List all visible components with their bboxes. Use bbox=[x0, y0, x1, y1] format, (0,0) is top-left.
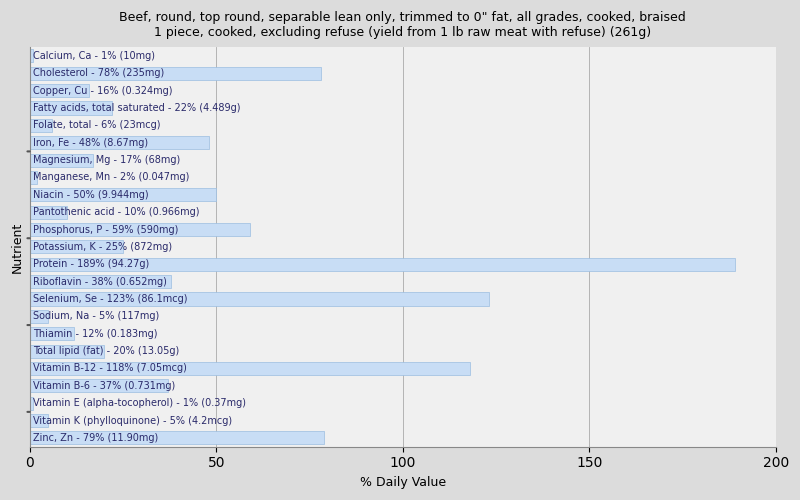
Bar bbox=[30, 50, 34, 62]
Text: Vitamin K (phylloquinone) - 5% (4.2mcg): Vitamin K (phylloquinone) - 5% (4.2mcg) bbox=[34, 416, 233, 426]
Bar bbox=[30, 240, 123, 254]
Bar bbox=[30, 67, 321, 80]
Y-axis label: Nutrient: Nutrient bbox=[11, 222, 24, 272]
Text: Protein - 189% (94.27g): Protein - 189% (94.27g) bbox=[34, 260, 150, 270]
Text: Copper, Cu - 16% (0.324mg): Copper, Cu - 16% (0.324mg) bbox=[34, 86, 173, 96]
Text: Vitamin B-6 - 37% (0.731mg): Vitamin B-6 - 37% (0.731mg) bbox=[34, 381, 176, 391]
Bar bbox=[30, 380, 168, 392]
Bar bbox=[30, 102, 112, 114]
Bar bbox=[30, 414, 48, 427]
Text: Calcium, Ca - 1% (10mg): Calcium, Ca - 1% (10mg) bbox=[34, 51, 155, 61]
Text: Fatty acids, total saturated - 22% (4.489g): Fatty acids, total saturated - 22% (4.48… bbox=[34, 103, 241, 113]
Text: Zinc, Zn - 79% (11.90mg): Zinc, Zn - 79% (11.90mg) bbox=[34, 433, 158, 443]
Text: Vitamin B-12 - 118% (7.05mcg): Vitamin B-12 - 118% (7.05mcg) bbox=[34, 364, 187, 374]
Text: Niacin - 50% (9.944mg): Niacin - 50% (9.944mg) bbox=[34, 190, 149, 200]
Bar bbox=[30, 310, 48, 323]
Bar bbox=[30, 292, 489, 306]
Bar bbox=[30, 171, 37, 184]
Text: Total lipid (fat) - 20% (13.05g): Total lipid (fat) - 20% (13.05g) bbox=[34, 346, 180, 356]
Text: Sodium, Na - 5% (117mg): Sodium, Na - 5% (117mg) bbox=[34, 312, 160, 322]
Text: Potassium, K - 25% (872mg): Potassium, K - 25% (872mg) bbox=[34, 242, 173, 252]
Bar bbox=[30, 432, 324, 444]
Bar bbox=[30, 154, 93, 166]
Bar bbox=[30, 188, 216, 202]
Text: Thiamin - 12% (0.183mg): Thiamin - 12% (0.183mg) bbox=[34, 328, 158, 338]
Bar bbox=[30, 275, 171, 288]
X-axis label: % Daily Value: % Daily Value bbox=[360, 476, 446, 489]
Text: Iron, Fe - 48% (8.67mg): Iron, Fe - 48% (8.67mg) bbox=[34, 138, 149, 147]
Text: Selenium, Se - 123% (86.1mcg): Selenium, Se - 123% (86.1mcg) bbox=[34, 294, 188, 304]
Text: Phosphorus, P - 59% (590mg): Phosphorus, P - 59% (590mg) bbox=[34, 224, 178, 234]
Bar bbox=[30, 119, 52, 132]
Bar bbox=[30, 362, 470, 375]
Bar bbox=[30, 223, 250, 236]
Text: Folate, total - 6% (23mcg): Folate, total - 6% (23mcg) bbox=[34, 120, 161, 130]
Bar bbox=[30, 136, 209, 149]
Text: Riboflavin - 38% (0.652mg): Riboflavin - 38% (0.652mg) bbox=[34, 276, 167, 286]
Title: Beef, round, top round, separable lean only, trimmed to 0" fat, all grades, cook: Beef, round, top round, separable lean o… bbox=[119, 11, 686, 39]
Text: Manganese, Mn - 2% (0.047mg): Manganese, Mn - 2% (0.047mg) bbox=[34, 172, 190, 182]
Text: Vitamin E (alpha-tocopherol) - 1% (0.37mg): Vitamin E (alpha-tocopherol) - 1% (0.37m… bbox=[34, 398, 246, 408]
Text: Cholesterol - 78% (235mg): Cholesterol - 78% (235mg) bbox=[34, 68, 165, 78]
Bar bbox=[30, 84, 90, 97]
Bar bbox=[30, 258, 734, 271]
Bar bbox=[30, 327, 74, 340]
Bar bbox=[30, 396, 34, 409]
Bar bbox=[30, 206, 67, 218]
Text: Pantothenic acid - 10% (0.966mg): Pantothenic acid - 10% (0.966mg) bbox=[34, 207, 200, 217]
Bar bbox=[30, 344, 104, 358]
Text: Magnesium, Mg - 17% (68mg): Magnesium, Mg - 17% (68mg) bbox=[34, 155, 181, 165]
